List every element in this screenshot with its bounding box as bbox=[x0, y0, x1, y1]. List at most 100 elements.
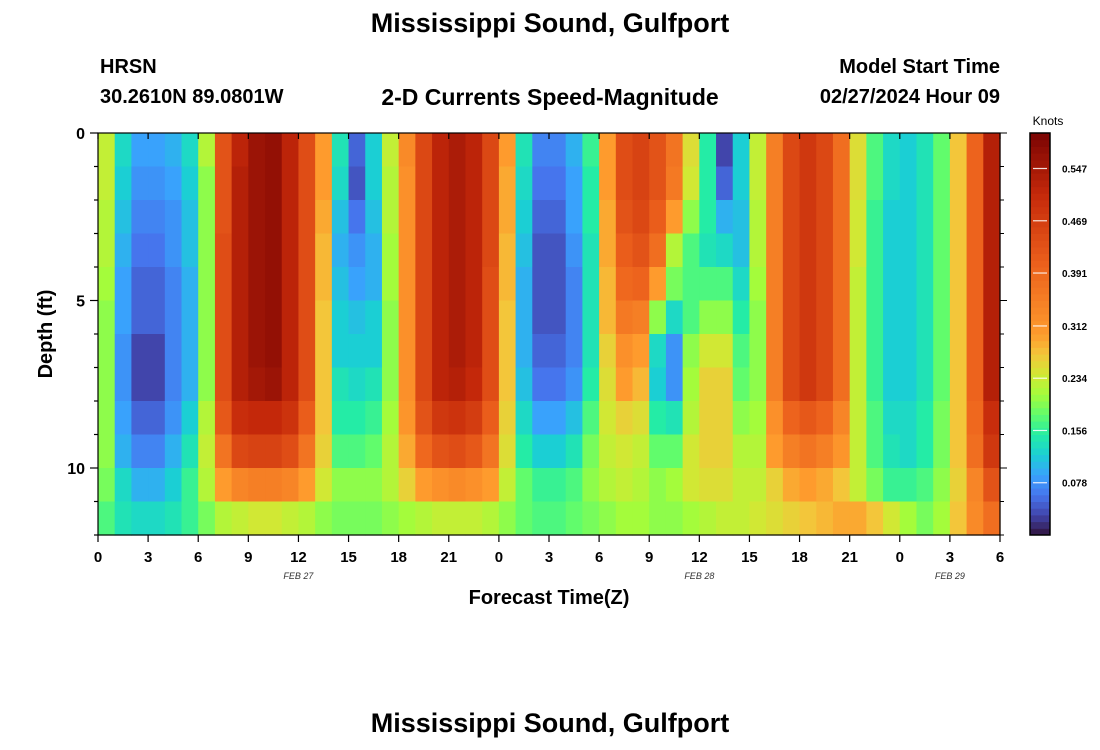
heatmap-cell bbox=[331, 267, 350, 302]
heatmap-cell bbox=[565, 300, 583, 335]
heatmap-cell bbox=[716, 133, 734, 168]
heatmap-cell bbox=[381, 334, 400, 369]
heatmap-cell bbox=[732, 267, 751, 302]
heatmap-cell bbox=[181, 367, 199, 402]
heatmap-cell bbox=[181, 334, 199, 369]
heatmap-cell bbox=[866, 334, 884, 369]
heatmap-cell bbox=[131, 267, 149, 302]
heatmap-cell bbox=[164, 334, 183, 369]
heatmap-cell bbox=[365, 367, 383, 402]
heatmap-cell bbox=[448, 401, 467, 436]
heatmap-cell bbox=[532, 133, 550, 168]
colorbar-swatch bbox=[1030, 367, 1050, 375]
heatmap-cell bbox=[482, 166, 500, 201]
colorbar-swatch bbox=[1030, 427, 1050, 435]
heatmap-cell bbox=[148, 200, 166, 235]
heatmap-cell bbox=[699, 300, 717, 335]
heatmap-cell bbox=[198, 334, 216, 369]
heatmap-cell bbox=[131, 233, 149, 268]
heatmap-cell bbox=[716, 267, 734, 302]
x-tick-label: 15 bbox=[741, 549, 758, 566]
y-tick-label: 0 bbox=[76, 126, 85, 143]
heatmap-cell bbox=[649, 133, 667, 168]
heatmap-cell bbox=[649, 166, 667, 201]
heatmap-cell bbox=[214, 166, 233, 201]
heatmap-cell bbox=[649, 468, 667, 503]
heatmap-cell bbox=[214, 200, 233, 235]
date-label: FEB 28 bbox=[684, 571, 714, 581]
heatmap-cell bbox=[766, 367, 784, 402]
heatmap-cell bbox=[198, 501, 216, 536]
heatmap-cell bbox=[883, 267, 901, 302]
heatmap-cell bbox=[949, 401, 968, 436]
heatmap-cell bbox=[315, 133, 333, 168]
heatmap-cell bbox=[532, 233, 550, 268]
heatmap-cell bbox=[231, 200, 249, 235]
heatmap-cell bbox=[699, 133, 717, 168]
heatmap-cell bbox=[732, 468, 751, 503]
heatmap-cell bbox=[883, 200, 901, 235]
heatmap-cell bbox=[398, 133, 416, 168]
colorbar-swatch bbox=[1030, 494, 1050, 502]
heatmap-cell bbox=[432, 434, 450, 469]
heatmap-cell bbox=[682, 233, 700, 268]
heatmap-cell bbox=[699, 233, 717, 268]
heatmap-cell bbox=[749, 166, 767, 201]
heatmap-cell bbox=[98, 501, 116, 536]
heatmap-cell bbox=[98, 401, 116, 436]
heatmap-cell bbox=[198, 200, 216, 235]
heatmap-cell bbox=[331, 367, 350, 402]
heatmap-cell bbox=[315, 166, 333, 201]
heatmap-cell bbox=[131, 434, 149, 469]
heatmap-cell bbox=[348, 200, 366, 235]
heatmap-cell bbox=[398, 434, 416, 469]
heatmap-cell bbox=[983, 166, 1001, 201]
heatmap-cell bbox=[883, 300, 901, 335]
heatmap-cell bbox=[799, 233, 817, 268]
heatmap-cell bbox=[615, 434, 634, 469]
heatmap-cell bbox=[248, 367, 266, 402]
heatmap-cell bbox=[248, 401, 266, 436]
heatmap-cell bbox=[799, 468, 817, 503]
heatmap-cell bbox=[832, 367, 851, 402]
heatmap-cell bbox=[749, 233, 767, 268]
heatmap-cell bbox=[398, 334, 416, 369]
heatmap-cell bbox=[565, 166, 583, 201]
heatmap-cell bbox=[465, 200, 483, 235]
heatmap-cell bbox=[699, 501, 717, 536]
heatmap-cell bbox=[632, 334, 650, 369]
colorbar-swatch bbox=[1030, 447, 1050, 456]
colorbar-swatch bbox=[1030, 166, 1050, 174]
heatmap-cell bbox=[549, 300, 567, 335]
colorbar-swatch bbox=[1030, 233, 1050, 241]
heatmap-cell bbox=[498, 334, 517, 369]
heatmap-cell bbox=[114, 233, 132, 268]
heatmap-cell bbox=[832, 300, 851, 335]
heatmap-cell bbox=[381, 300, 400, 335]
heatmap-cell bbox=[515, 233, 533, 268]
heatmap-cell bbox=[482, 334, 500, 369]
heatmap-cell bbox=[649, 233, 667, 268]
heatmap-cell bbox=[315, 334, 333, 369]
heatmap-cell bbox=[832, 468, 851, 503]
heatmap-cell bbox=[916, 468, 934, 503]
colorbar-swatch bbox=[1030, 153, 1050, 161]
heatmap-cell bbox=[549, 468, 567, 503]
heatmap-cell bbox=[682, 334, 700, 369]
heatmap-cell bbox=[181, 200, 199, 235]
heatmap-cell bbox=[599, 300, 617, 335]
heatmap-cell bbox=[665, 233, 684, 268]
heatmap-cell bbox=[498, 133, 517, 168]
heatmap-cell bbox=[265, 468, 283, 503]
heatmap-cell bbox=[148, 133, 166, 168]
heatmap-cell bbox=[532, 267, 550, 302]
heatmap-cell bbox=[265, 334, 283, 369]
heatmap-cell bbox=[532, 468, 550, 503]
heatmap-cell bbox=[549, 200, 567, 235]
heatmap-cell bbox=[114, 133, 132, 168]
heatmap-cell bbox=[782, 501, 801, 536]
heatmap-cell bbox=[265, 401, 283, 436]
heatmap-cell bbox=[916, 300, 934, 335]
heatmap-cell bbox=[231, 468, 249, 503]
colorbar-swatch bbox=[1030, 139, 1050, 147]
